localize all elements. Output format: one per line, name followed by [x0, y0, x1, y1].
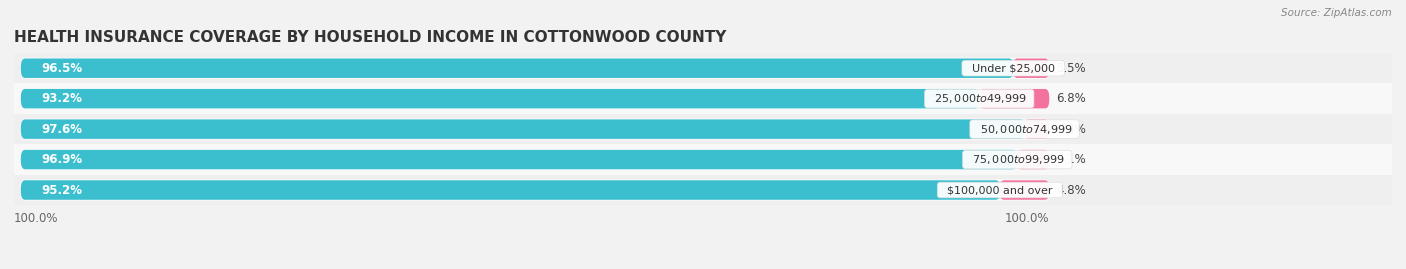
Text: $50,000 to $74,999: $50,000 to $74,999 [973, 123, 1077, 136]
Text: 95.2%: 95.2% [42, 183, 83, 197]
FancyBboxPatch shape [1000, 180, 1049, 200]
Text: 3.1%: 3.1% [1056, 153, 1085, 166]
Text: 100.0%: 100.0% [14, 212, 59, 225]
FancyBboxPatch shape [21, 180, 1000, 200]
Text: $75,000 to $99,999: $75,000 to $99,999 [966, 153, 1069, 166]
Text: 97.6%: 97.6% [42, 123, 83, 136]
Text: 100.0%: 100.0% [1005, 212, 1049, 225]
FancyBboxPatch shape [21, 119, 1049, 139]
Text: 93.2%: 93.2% [42, 92, 83, 105]
Bar [14, 53, 1392, 83]
FancyBboxPatch shape [21, 180, 1049, 200]
Text: 96.5%: 96.5% [42, 62, 83, 75]
Bar [14, 144, 1392, 175]
Text: 3.5%: 3.5% [1056, 62, 1085, 75]
Text: 6.8%: 6.8% [1056, 92, 1085, 105]
Text: 96.9%: 96.9% [42, 153, 83, 166]
FancyBboxPatch shape [1025, 119, 1049, 139]
Text: HEALTH INSURANCE COVERAGE BY HOUSEHOLD INCOME IN COTTONWOOD COUNTY: HEALTH INSURANCE COVERAGE BY HOUSEHOLD I… [14, 30, 727, 45]
FancyBboxPatch shape [21, 58, 1014, 78]
Text: Under $25,000: Under $25,000 [965, 63, 1062, 73]
Bar [14, 114, 1392, 144]
Text: $25,000 to $49,999: $25,000 to $49,999 [928, 92, 1031, 105]
Bar [14, 83, 1392, 114]
Bar [14, 175, 1392, 205]
Text: 2.4%: 2.4% [1056, 123, 1085, 136]
FancyBboxPatch shape [21, 89, 980, 108]
FancyBboxPatch shape [21, 150, 1018, 169]
FancyBboxPatch shape [21, 58, 1049, 78]
Text: 4.8%: 4.8% [1056, 183, 1085, 197]
FancyBboxPatch shape [1017, 150, 1049, 169]
FancyBboxPatch shape [21, 119, 1025, 139]
Text: $100,000 and over: $100,000 and over [941, 185, 1060, 195]
Text: Source: ZipAtlas.com: Source: ZipAtlas.com [1281, 8, 1392, 18]
FancyBboxPatch shape [21, 150, 1049, 169]
Legend: With Coverage, Without Coverage: With Coverage, Without Coverage [411, 266, 665, 269]
FancyBboxPatch shape [979, 89, 1049, 108]
FancyBboxPatch shape [21, 89, 1049, 108]
FancyBboxPatch shape [1014, 58, 1049, 78]
